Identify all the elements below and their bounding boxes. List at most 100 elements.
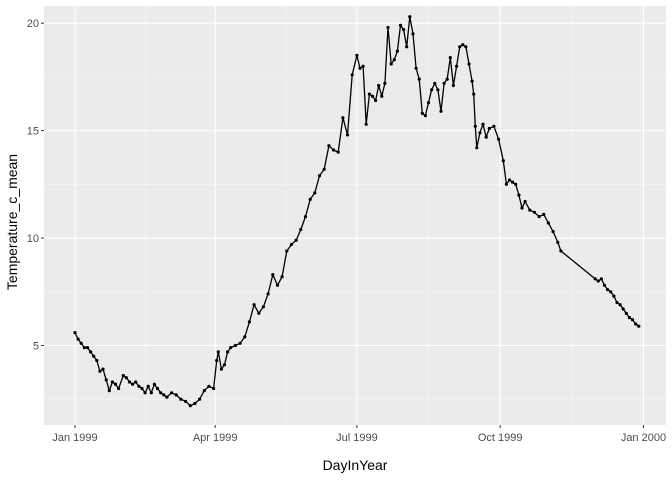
data-point xyxy=(487,126,491,131)
data-point xyxy=(79,341,83,345)
data-point xyxy=(430,88,434,92)
data-point xyxy=(104,378,108,382)
data-point xyxy=(599,277,604,281)
data-point xyxy=(624,311,628,315)
data-point xyxy=(389,62,393,66)
data-point xyxy=(609,290,613,294)
data-point xyxy=(216,350,220,354)
data-point xyxy=(395,49,399,53)
data-point xyxy=(137,384,141,388)
series-layer xyxy=(73,15,641,408)
data-point xyxy=(615,300,619,305)
data-point xyxy=(478,131,482,135)
data-point xyxy=(445,77,449,81)
data-point xyxy=(280,275,284,279)
data-point xyxy=(207,384,211,388)
data-point xyxy=(420,111,424,115)
data-point xyxy=(101,367,105,371)
data-point xyxy=(162,393,166,397)
data-point xyxy=(222,363,227,367)
y-axis-title: Temperature_c_mean xyxy=(4,154,20,290)
data-point xyxy=(398,23,403,27)
data-point xyxy=(89,350,93,354)
data-point xyxy=(473,124,477,128)
data-point xyxy=(504,182,508,186)
data-point xyxy=(408,15,412,19)
data-point xyxy=(336,150,340,154)
data-point xyxy=(455,64,459,68)
data-point xyxy=(327,144,331,148)
data-point xyxy=(520,206,524,210)
data-point xyxy=(350,73,354,77)
data-point xyxy=(165,395,169,399)
data-point xyxy=(637,324,641,328)
x-axis-title: DayInYear xyxy=(323,457,388,473)
data-point xyxy=(602,283,607,287)
data-point xyxy=(149,391,153,395)
x-tick-label: Jan 2000 xyxy=(621,432,666,444)
data-point xyxy=(364,122,368,126)
data-point xyxy=(121,374,125,378)
data-point xyxy=(472,92,476,96)
data-point xyxy=(92,354,96,358)
data-point xyxy=(417,77,421,81)
data-point xyxy=(497,137,501,141)
data-point xyxy=(596,279,600,283)
data-point xyxy=(556,240,560,244)
data-point xyxy=(294,238,298,242)
data-point xyxy=(345,133,350,137)
data-point xyxy=(146,384,150,388)
data-point xyxy=(517,193,521,197)
data-point xyxy=(82,346,86,350)
data-point xyxy=(215,358,219,363)
data-point xyxy=(193,401,197,406)
data-point xyxy=(618,303,622,307)
data-point xyxy=(433,81,437,85)
data-point xyxy=(484,135,488,139)
major-gridlines xyxy=(44,6,666,425)
data-point xyxy=(317,174,322,178)
data-point xyxy=(475,146,479,150)
data-point xyxy=(523,199,527,204)
data-point xyxy=(299,227,303,232)
data-point xyxy=(243,335,247,339)
data-point xyxy=(423,114,427,118)
data-point xyxy=(266,292,270,296)
data-point xyxy=(275,283,280,287)
data-point xyxy=(285,249,289,253)
data-point xyxy=(170,391,174,395)
data-point xyxy=(124,376,128,380)
data-point xyxy=(73,331,77,335)
data-point xyxy=(252,303,256,307)
y-tick-label: 15 xyxy=(27,126,39,138)
plot-panel xyxy=(44,6,666,425)
x-tick-label: Apr 1999 xyxy=(193,432,238,444)
data-point xyxy=(470,79,474,83)
data-point xyxy=(606,288,610,292)
data-point xyxy=(358,66,362,70)
data-point xyxy=(127,380,132,384)
data-point xyxy=(481,122,485,126)
data-point xyxy=(551,230,555,234)
data-point xyxy=(226,350,230,354)
data-point xyxy=(202,389,206,393)
x-tick-label: Jul 1999 xyxy=(336,432,378,444)
y-tick-label: 10 xyxy=(27,233,39,245)
data-point xyxy=(341,116,345,120)
y-axis: 5 10 15 20 xyxy=(27,18,44,352)
data-point xyxy=(442,81,446,85)
data-point xyxy=(402,28,406,32)
x-axis: Jan 1999 Apr 1999 Jul 1999 Oct 1999 Jan 2000 xyxy=(52,425,666,444)
data-point xyxy=(179,397,183,401)
data-point xyxy=(238,341,242,345)
data-point xyxy=(198,397,202,401)
data-point xyxy=(76,337,80,341)
x-tick-label: Oct 1999 xyxy=(478,432,523,444)
data-point xyxy=(467,62,471,66)
data-point xyxy=(621,307,625,311)
data-point xyxy=(155,386,160,391)
data-point xyxy=(113,382,118,386)
data-point xyxy=(546,221,551,225)
data-point xyxy=(405,45,409,49)
data-point xyxy=(627,316,632,320)
